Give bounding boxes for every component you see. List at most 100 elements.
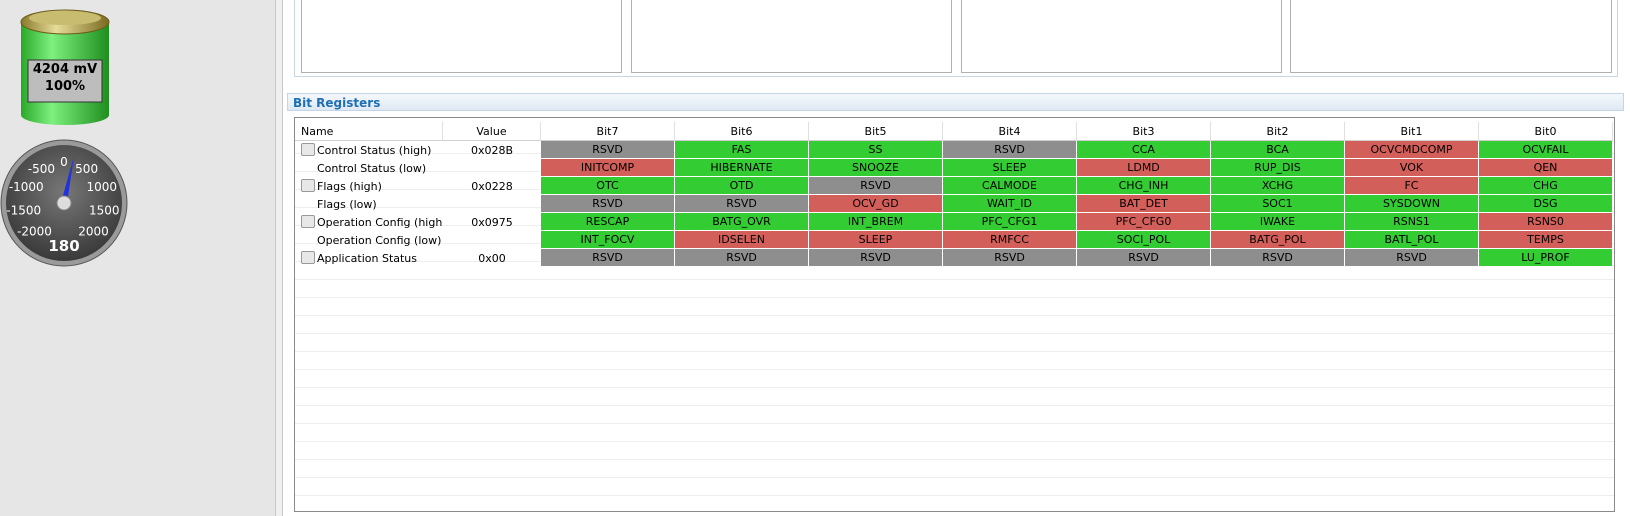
bit-cell[interactable]: BATG_OVR: [675, 213, 808, 230]
chart-box: [301, 0, 622, 73]
bit-cell[interactable]: BCA: [1211, 141, 1344, 158]
bit-cell[interactable]: RSVD: [1345, 249, 1478, 266]
bit-cell[interactable]: INITCOMP: [541, 159, 674, 176]
bit-cell[interactable]: RSVD: [943, 141, 1076, 158]
chart-box: [631, 0, 952, 73]
bit-cell[interactable]: RSVD: [541, 141, 674, 158]
column-header: Bit4: [943, 122, 1077, 141]
bit-cell[interactable]: RSNS0: [1479, 213, 1612, 230]
bit-cell[interactable]: PFC_CFG1: [943, 213, 1076, 230]
bit-cell[interactable]: LU_PROF: [1479, 249, 1612, 266]
bit-cell[interactable]: IWAKE: [1211, 213, 1344, 230]
column-header: Bit5: [809, 122, 943, 141]
bit-cell[interactable]: QEN: [1479, 159, 1612, 176]
bit-cell[interactable]: SOC1: [1211, 195, 1344, 212]
lock-toggle[interactable]: [301, 251, 315, 264]
value-cell: 0x0975: [471, 215, 513, 229]
bit-cell[interactable]: SLEEP: [943, 159, 1076, 176]
battery-voltage: 4204 mV: [33, 62, 97, 77]
gauge-tick-label: -500: [28, 162, 55, 176]
gauge-tick-label: 1500: [89, 203, 120, 217]
bit-cell[interactable]: VOK: [1345, 159, 1478, 176]
name-cell: Control Status (high): [317, 143, 432, 157]
bit-cell[interactable]: CHG_INH: [1077, 177, 1210, 194]
bit-cell[interactable]: RSVD: [1077, 249, 1210, 266]
column-header: Bit3: [1077, 122, 1211, 141]
bit-cell[interactable]: SOCI_POL: [1077, 231, 1210, 248]
bit-cell[interactable]: RSVD: [809, 177, 942, 194]
gauge-needle: [61, 156, 75, 204]
bit-cell[interactable]: RESCAP: [541, 213, 674, 230]
value-cell: 0x028B: [470, 143, 514, 157]
column-header: Value: [443, 122, 541, 141]
bit-cell[interactable]: SYSDOWN: [1345, 195, 1478, 212]
gauge-tick-label: 0: [60, 155, 68, 169]
group-title: Bit Registers: [293, 96, 381, 110]
name-cell: Application Status: [317, 251, 418, 265]
bit-cell[interactable]: BAT_DET: [1077, 195, 1210, 212]
battery-icon: 4204 mV 100%: [20, 9, 110, 125]
name-cell: Flags (low): [317, 197, 377, 211]
bit-cell[interactable]: FC: [1345, 177, 1478, 194]
bit-cell[interactable]: OCV_GD: [809, 195, 942, 212]
name-cell: Operation Config (high): [317, 215, 443, 229]
name-cell: Flags (high): [317, 179, 382, 193]
bit-cell[interactable]: OTD: [675, 177, 808, 194]
gauge-tick-label: 2000: [78, 224, 109, 238]
bit-cell[interactable]: SS: [809, 141, 942, 158]
column-header: Bit2: [1211, 122, 1345, 141]
bit-cell[interactable]: OCVFAIL: [1479, 141, 1612, 158]
bit-cell[interactable]: INT_BREM: [809, 213, 942, 230]
bit-cell[interactable]: FAS: [675, 141, 808, 158]
bit-cell[interactable]: RSNS1: [1345, 213, 1478, 230]
lock-toggle[interactable]: [301, 143, 315, 156]
bit-cell[interactable]: HIBERNATE: [675, 159, 808, 176]
value-cell: 0x0228: [471, 179, 513, 193]
bit-cell[interactable]: SNOOZE: [809, 159, 942, 176]
bit-cell[interactable]: RSVD: [1211, 249, 1344, 266]
bit-cell[interactable]: DSG: [1479, 195, 1612, 212]
bit-cell[interactable]: IDSELEN: [675, 231, 808, 248]
lock-toggle[interactable]: [301, 215, 315, 228]
bit-cell[interactable]: RUP_DIS: [1211, 159, 1344, 176]
column-header: Bit1: [1345, 122, 1479, 141]
lock-toggle[interactable]: [301, 179, 315, 192]
gauge-value: 180: [48, 237, 79, 255]
bit-cell[interactable]: BATL_POL: [1345, 231, 1478, 248]
bit-cell[interactable]: RSVD: [675, 195, 808, 212]
bit-cell[interactable]: TEMPS: [1479, 231, 1612, 248]
gauge-tick-label: 500: [75, 162, 98, 176]
bit-cell[interactable]: PFC_CFG0: [1077, 213, 1210, 230]
value-cell: 0x00: [478, 251, 506, 265]
bit-cell[interactable]: INT_FOCV: [541, 231, 674, 248]
bit-cell[interactable]: CHG: [1479, 177, 1612, 194]
bit-cell[interactable]: LDMD: [1077, 159, 1210, 176]
gauge-tick-label: -2000: [17, 224, 52, 238]
bit-cell[interactable]: CCA: [1077, 141, 1210, 158]
bit-cell[interactable]: CALMODE: [943, 177, 1076, 194]
column-header: Bit0: [1479, 122, 1613, 141]
bit-cell[interactable]: XCHG: [1211, 177, 1344, 194]
bit-cell[interactable]: WAIT_ID: [943, 195, 1076, 212]
bit-cell[interactable]: RSVD: [541, 249, 674, 266]
bit-cell[interactable]: OTC: [541, 177, 674, 194]
column-header: Bit7: [541, 122, 675, 141]
bit-cell[interactable]: SLEEP: [809, 231, 942, 248]
battery-charge: 100%: [45, 79, 85, 94]
chart-box: [961, 0, 1282, 73]
bit-cell[interactable]: OCVCMDCOMP: [1345, 141, 1478, 158]
bit-cell[interactable]: BATG_POL: [1211, 231, 1344, 248]
group-header: [287, 93, 1624, 111]
bit-cell[interactable]: RMFCC: [943, 231, 1076, 248]
column-header: Name: [295, 122, 443, 141]
splitter[interactable]: [276, 0, 283, 516]
bit-cell[interactable]: RSVD: [675, 249, 808, 266]
bit-cell[interactable]: RSVD: [541, 195, 674, 212]
bit-cell[interactable]: RSVD: [943, 249, 1076, 266]
name-cell: Operation Config (low): [317, 233, 442, 247]
bit-cell[interactable]: RSVD: [809, 249, 942, 266]
charts-frame: [294, 0, 1618, 77]
register-table: Name Value Bit7 Bit6 Bit5 Bit4 Bit3 Bit2 Bit1 Bit…: [294, 117, 1615, 512]
